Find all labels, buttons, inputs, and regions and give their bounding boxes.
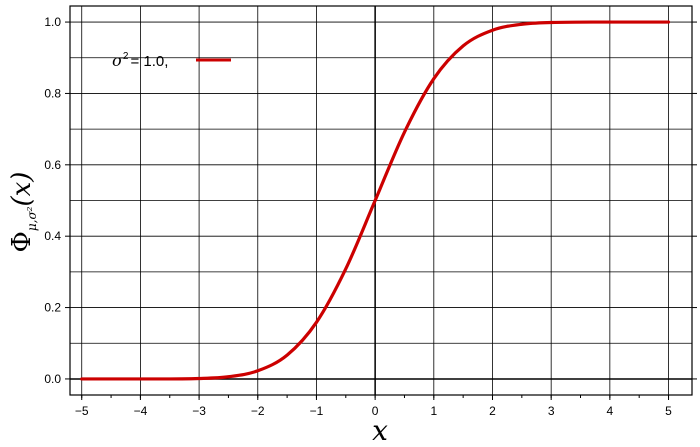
plot-frame bbox=[69, 5, 693, 396]
x-tick-label: 5 bbox=[665, 404, 672, 418]
svg-text:Φμ,σ²(x): Φμ,σ²(x) bbox=[7, 172, 39, 253]
ylabel-arg: (x) bbox=[7, 172, 37, 207]
y-tick-label: 0.0 bbox=[44, 372, 61, 386]
x-tick-label: −3 bbox=[192, 404, 206, 418]
ylabel-main: Φ bbox=[7, 231, 37, 252]
x-tick-label: −5 bbox=[75, 404, 89, 418]
series-layer bbox=[80, 20, 671, 381]
y-tick-label: 0.2 bbox=[44, 301, 61, 315]
series-line bbox=[80, 20, 671, 381]
x-ticks: −5 −4 −3 −2 −1 0 1 2 3 4 5 bbox=[75, 395, 672, 418]
x-tick-label: 4 bbox=[607, 404, 614, 418]
x-tick-label: −1 bbox=[310, 404, 324, 418]
y-ticks: 0.0 0.2 0.4 0.6 0.8 1.0 bbox=[44, 15, 697, 386]
x-tick-label: 1 bbox=[430, 404, 437, 418]
x-tick-label: −4 bbox=[134, 404, 148, 418]
x-axis-label: x bbox=[372, 414, 388, 447]
y-tick-label: 1.0 bbox=[44, 15, 61, 29]
y-tick-label: 0.6 bbox=[44, 158, 61, 172]
ylabel-subscript: μ,σ² bbox=[25, 206, 39, 231]
y-tick-label: 0.4 bbox=[44, 229, 61, 243]
y-axis-label: Φμ,σ²(x) bbox=[7, 172, 39, 253]
x-tick-label: 0 bbox=[372, 404, 379, 418]
legend: σ2 = 1.0, bbox=[112, 51, 231, 70]
x-tick-label: 3 bbox=[548, 404, 555, 418]
x-tick-label: −2 bbox=[251, 404, 265, 418]
legend-label: σ2 = 1.0, bbox=[112, 51, 168, 70]
x-tick-label: 2 bbox=[489, 404, 496, 418]
y-tick-label: 0.8 bbox=[44, 86, 61, 100]
